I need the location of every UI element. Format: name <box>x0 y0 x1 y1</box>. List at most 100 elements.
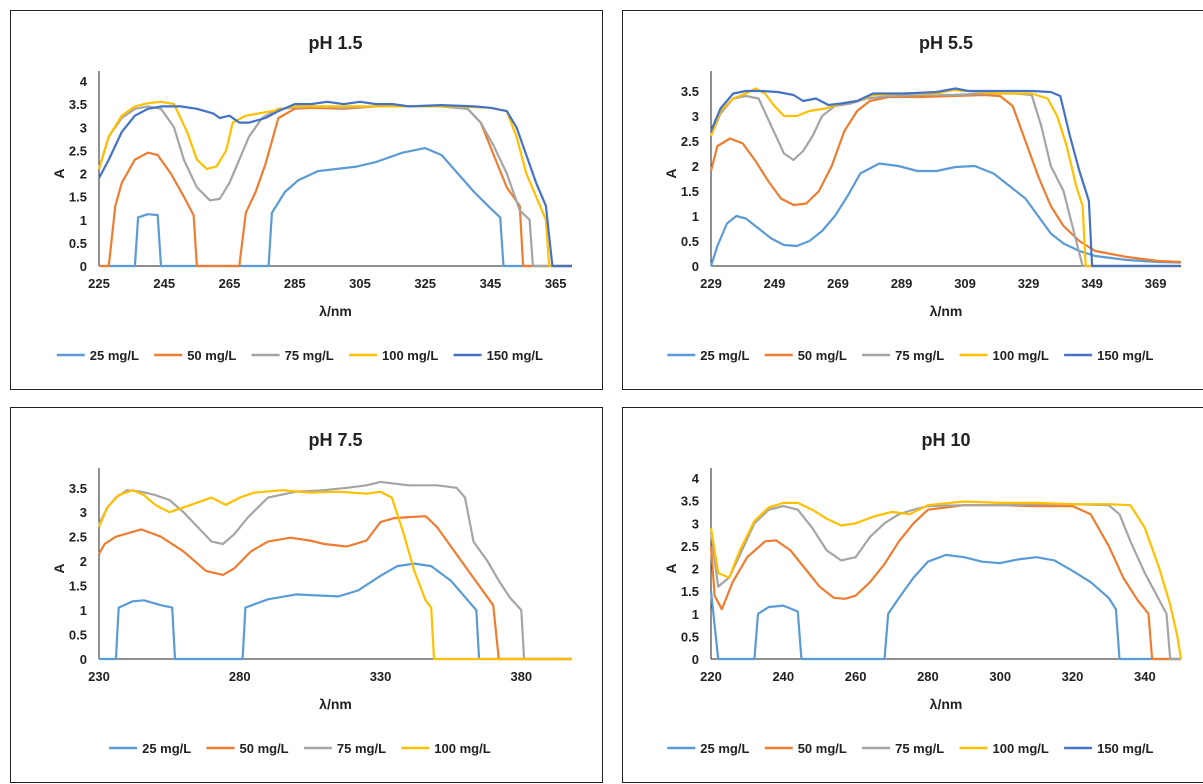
series-line <box>709 92 1181 268</box>
chart-panel-ph-1-5: pH 1.5 0 0.5 1 1.5 2 2.5 3 3.5 4 225 245 265 285 305 32… <box>10 10 603 390</box>
chart-panel-ph-10: pH 10 0 0.5 1 1.5 2 2.5 3 3.5 4 220 240 260 280 300 320… <box>622 407 1203 783</box>
x-tick-label: 380 <box>510 669 532 684</box>
legend-label: 100 mg/L <box>993 348 1049 363</box>
y-axis-label: A <box>51 563 67 573</box>
y-tick-label: 1 <box>80 603 87 618</box>
x-tick-label: 300 <box>989 669 1011 684</box>
legend-label: 150 mg/L <box>1097 741 1153 756</box>
legend-label: 100 mg/L <box>993 741 1049 756</box>
y-tick-label: 0 <box>692 652 699 667</box>
x-tick-label: 245 <box>153 276 175 291</box>
line-chart: pH 5.5 0 0.5 1 1.5 2 2.5 3 3.5 229 249 269 289 309 329… <box>663 33 1182 363</box>
x-tick-label: 225 <box>88 276 110 291</box>
y-tick-label: 4 <box>692 471 700 486</box>
x-tick-label: 369 <box>1145 276 1167 291</box>
y-tick-label: 1 <box>692 209 699 224</box>
legend-label: 75 mg/L <box>337 741 386 756</box>
x-tick-label: 220 <box>700 669 722 684</box>
legend-label: 75 mg/L <box>285 348 334 363</box>
x-tick-label: 289 <box>891 276 913 291</box>
series-line <box>709 162 1182 267</box>
y-tick-label: 2 <box>692 562 699 577</box>
x-tick-label: 329 <box>1018 276 1040 291</box>
y-tick-label: 3 <box>80 505 87 520</box>
y-tick-label: 0 <box>80 652 87 667</box>
y-tick-label: 2.5 <box>69 143 87 158</box>
y-tick-label: 1.5 <box>69 190 87 205</box>
series-line <box>97 100 572 268</box>
series-line <box>98 100 572 268</box>
y-tick-label: 3.5 <box>681 84 699 99</box>
y-axis-label: A <box>663 563 679 573</box>
legend-label: 50 mg/L <box>798 348 847 363</box>
legend-label: 100 mg/L <box>434 741 490 756</box>
y-tick-label: 3 <box>692 516 699 531</box>
line-chart: pH 10 0 0.5 1 1.5 2 2.5 3 3.5 4 220 240 260 280 300 320… <box>663 430 1183 756</box>
line-chart: pH 1.5 0 0.5 1 1.5 2 2.5 3 3.5 4 225 245 265 285 305 32… <box>51 33 572 363</box>
y-tick-label: 3 <box>80 120 87 135</box>
x-tick-label: 285 <box>284 276 306 291</box>
y-tick-label: 0 <box>80 259 87 274</box>
y-tick-label: 2.5 <box>681 539 699 554</box>
x-tick-label: 230 <box>88 669 110 684</box>
legend-label: 75 mg/L <box>895 348 944 363</box>
y-tick-label: 3 <box>692 109 699 124</box>
series-line <box>98 515 572 661</box>
x-tick-label: 340 <box>1134 669 1156 684</box>
legend-label: 50 mg/L <box>187 348 236 363</box>
y-tick-label: 0 <box>692 259 699 274</box>
y-tick-label: 2 <box>692 159 699 174</box>
chart-title: pH 1.5 <box>308 33 362 53</box>
x-tick-label: 229 <box>700 276 722 291</box>
x-tick-label: 325 <box>414 276 436 291</box>
x-tick-label: 305 <box>349 276 371 291</box>
x-tick-label: 345 <box>480 276 502 291</box>
series-line <box>98 480 572 661</box>
y-tick-label: 1 <box>80 213 87 228</box>
y-tick-label: 1 <box>692 607 699 622</box>
y-tick-label: 3.5 <box>681 494 699 509</box>
series-line <box>709 503 1181 661</box>
legend-label: 50 mg/L <box>240 741 289 756</box>
y-tick-label: 0.5 <box>69 236 87 251</box>
x-axis-label: λ/nm <box>930 696 963 712</box>
x-tick-label: 330 <box>370 669 392 684</box>
x-tick-label: 269 <box>827 276 849 291</box>
legend-label: 150 mg/L <box>1097 348 1153 363</box>
series-line <box>709 553 1181 661</box>
x-tick-label: 249 <box>764 276 786 291</box>
y-tick-label: 2.5 <box>681 134 699 149</box>
chart-panel-ph-7-5: pH 7.5 0 0.5 1 1.5 2 2.5 3 3.5 230 280 330 380 λ/nm A 2… <box>10 407 603 783</box>
y-tick-label: 2.5 <box>69 530 87 545</box>
series-line <box>97 489 572 661</box>
y-tick-label: 3.5 <box>69 481 87 496</box>
y-tick-label: 1.5 <box>69 579 87 594</box>
chart-title: pH 10 <box>921 430 970 450</box>
series-line <box>709 500 1183 660</box>
y-tick-label: 3.5 <box>69 97 87 112</box>
x-axis-label: λ/nm <box>319 303 352 319</box>
chart-panel-ph-5-5: pH 5.5 0 0.5 1 1.5 2 2.5 3 3.5 229 249 269 289 309 329… <box>622 10 1203 390</box>
series-line <box>709 87 1181 268</box>
line-chart: pH 7.5 0 0.5 1 1.5 2 2.5 3 3.5 230 280 330 380 λ/nm A 2… <box>51 430 572 756</box>
x-tick-label: 260 <box>845 669 867 684</box>
legend-label: 25 mg/L <box>142 741 191 756</box>
y-tick-label: 2 <box>80 554 87 569</box>
x-tick-label: 265 <box>219 276 241 291</box>
series-line <box>709 93 1182 264</box>
x-axis-label: λ/nm <box>930 303 963 319</box>
x-axis-label: λ/nm <box>319 696 352 712</box>
chart-title: pH 5.5 <box>919 33 973 53</box>
series-line <box>99 562 572 661</box>
y-tick-label: 0.5 <box>681 234 699 249</box>
x-tick-label: 365 <box>545 276 567 291</box>
x-tick-label: 240 <box>772 669 794 684</box>
y-tick-label: 0.5 <box>69 628 87 643</box>
x-tick-label: 320 <box>1062 669 1084 684</box>
y-tick-label: 0.5 <box>681 629 699 644</box>
series-line <box>709 87 1181 268</box>
x-tick-label: 280 <box>229 669 251 684</box>
legend-label: 100 mg/L <box>382 348 438 363</box>
y-tick-label: 2 <box>80 167 87 182</box>
y-tick-label: 1.5 <box>681 584 699 599</box>
